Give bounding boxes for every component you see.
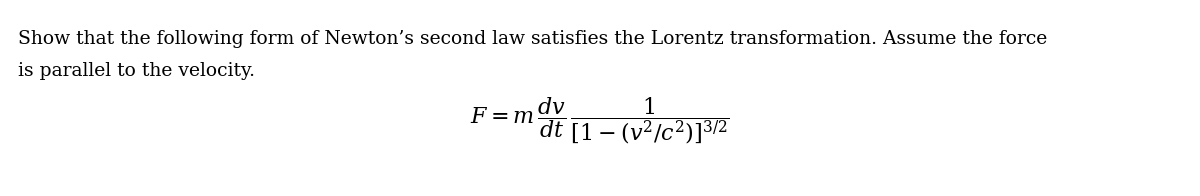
Text: Show that the following form of Newton’s second law satisfies the Lorentz transf: Show that the following form of Newton’s… [18, 30, 1048, 48]
Text: $F = m\,\dfrac{dv}{dt}\,\dfrac{1}{[1-(v^2/c^2)]^{3/2}}$: $F = m\,\dfrac{dv}{dt}\,\dfrac{1}{[1-(v^… [470, 95, 730, 146]
Text: is parallel to the velocity.: is parallel to the velocity. [18, 62, 256, 80]
